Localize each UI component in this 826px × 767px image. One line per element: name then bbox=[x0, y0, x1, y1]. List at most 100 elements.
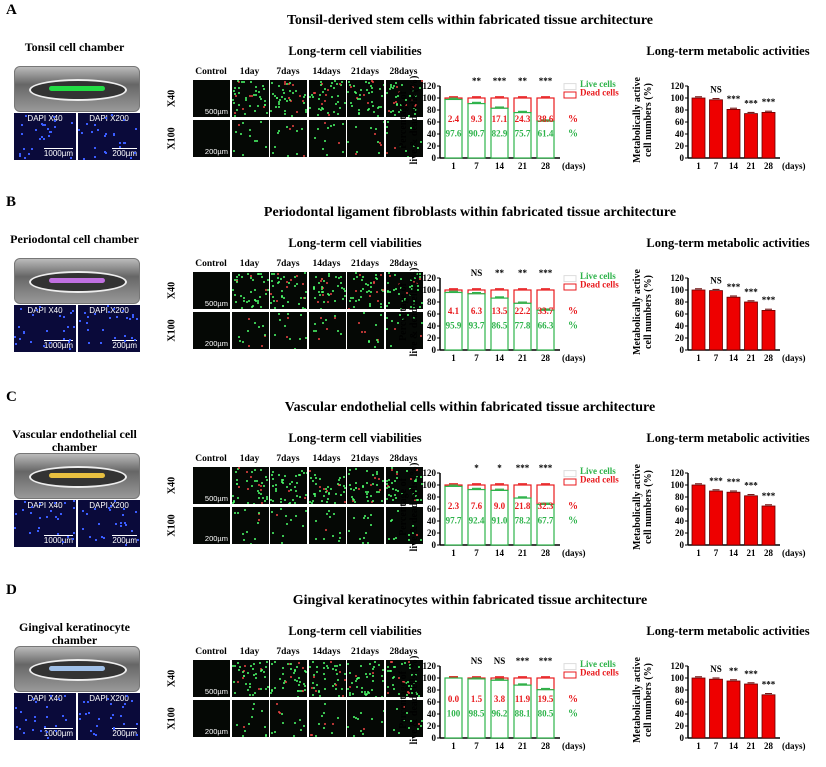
nucleus bbox=[128, 317, 131, 320]
cell-dot bbox=[389, 291, 392, 294]
dead-value-label: 22.2 bbox=[515, 306, 531, 316]
cell-dot bbox=[354, 289, 357, 292]
y-tick-label: 100 bbox=[423, 285, 437, 295]
cell-dot bbox=[382, 84, 384, 87]
cell-dot bbox=[272, 285, 275, 288]
cell-dot bbox=[343, 490, 345, 493]
cell-dot bbox=[335, 668, 337, 671]
cell-dot bbox=[302, 525, 305, 528]
cell-dot bbox=[407, 727, 410, 730]
cell-dot bbox=[328, 275, 331, 278]
x-tick-label: 28 bbox=[764, 353, 774, 363]
scale-bar: 1000µm bbox=[43, 340, 73, 350]
cell-dot bbox=[342, 695, 344, 697]
cell-dot bbox=[238, 335, 241, 338]
cell-dot bbox=[409, 666, 412, 669]
chamber-photo bbox=[14, 258, 140, 304]
cell-dot bbox=[274, 145, 277, 148]
cell-dot bbox=[398, 145, 401, 148]
cell-dot bbox=[421, 301, 423, 304]
nucleus bbox=[81, 509, 84, 512]
nucleus bbox=[125, 543, 128, 546]
cell-dot bbox=[298, 94, 301, 97]
y-tick-label: 80 bbox=[427, 492, 437, 502]
cell-dot bbox=[373, 476, 376, 479]
panel-letter: B bbox=[6, 194, 17, 210]
cell-dot bbox=[279, 501, 282, 504]
cell-dot bbox=[232, 99, 235, 102]
nucleus bbox=[54, 724, 57, 727]
cell-dot bbox=[285, 126, 288, 129]
cell-dot bbox=[323, 687, 326, 690]
y-tick-label: 80 bbox=[675, 297, 685, 307]
cell-dot bbox=[392, 684, 395, 687]
nucleus bbox=[97, 129, 100, 132]
cell-dot bbox=[261, 497, 264, 500]
cell-dot bbox=[398, 732, 401, 735]
metabolic-bar bbox=[744, 113, 758, 159]
cell-dot bbox=[376, 340, 379, 343]
cell-dot bbox=[354, 679, 357, 682]
cell-dot bbox=[395, 471, 398, 474]
x-tick-label: 28 bbox=[541, 161, 551, 171]
cell-dot bbox=[295, 274, 298, 277]
cell-dot bbox=[392, 687, 395, 690]
cell-dot bbox=[333, 80, 336, 83]
nucleus bbox=[54, 501, 56, 504]
nucleus bbox=[35, 128, 38, 131]
cell-dot bbox=[274, 660, 277, 663]
significance-label: *** bbox=[539, 268, 553, 278]
cell-dot bbox=[352, 278, 355, 281]
cell-dot bbox=[277, 277, 280, 280]
cell-dot bbox=[320, 277, 323, 280]
nucleus bbox=[62, 330, 65, 333]
cell-dot bbox=[246, 272, 249, 275]
nucleus bbox=[33, 716, 36, 719]
cell-dot bbox=[334, 682, 337, 685]
cell-dot bbox=[252, 663, 255, 666]
cell-dot bbox=[393, 665, 396, 668]
nucleus bbox=[23, 147, 26, 150]
y-axis-label: Metabolically active bbox=[632, 77, 643, 163]
micrograph bbox=[347, 660, 384, 697]
cell-dot bbox=[341, 687, 344, 690]
legend-dead: Dead cells bbox=[580, 668, 619, 678]
nucleus bbox=[132, 313, 135, 316]
cell-dot bbox=[304, 337, 307, 340]
dapi-label: DAPI X200 bbox=[89, 306, 129, 315]
live-bar bbox=[513, 302, 532, 351]
cell-dot bbox=[260, 275, 263, 278]
x-tick-label: 1 bbox=[696, 353, 701, 363]
cell-dot bbox=[364, 672, 367, 675]
cell-dot bbox=[331, 732, 334, 735]
cell-dot bbox=[261, 85, 264, 88]
cell-dot bbox=[323, 122, 326, 125]
cell-dot bbox=[386, 151, 389, 154]
metabolic-bar bbox=[691, 677, 706, 739]
cell-dot bbox=[367, 541, 370, 544]
cell-dot bbox=[243, 297, 246, 300]
cell-dot bbox=[396, 490, 399, 493]
micrograph bbox=[385, 272, 423, 309]
cell-dot bbox=[394, 496, 397, 499]
cell-dot bbox=[270, 292, 273, 295]
cell-dot bbox=[290, 480, 293, 483]
cell-dot bbox=[234, 131, 237, 134]
cell-dot bbox=[295, 475, 298, 478]
cell-dot bbox=[361, 690, 364, 693]
cell-dot bbox=[240, 275, 243, 278]
cell-dot bbox=[282, 534, 285, 537]
cell-dot bbox=[336, 716, 339, 719]
nucleus bbox=[21, 509, 24, 511]
cell-dot bbox=[236, 275, 239, 278]
cell-dot bbox=[321, 287, 324, 290]
cell-dot bbox=[355, 272, 358, 275]
cell-dot bbox=[408, 285, 411, 288]
nucleus bbox=[38, 502, 41, 505]
nucleus bbox=[79, 320, 82, 323]
cell-dot bbox=[282, 276, 285, 279]
cell-dot bbox=[343, 487, 346, 489]
significance-label: *** bbox=[744, 287, 758, 297]
cell-dot bbox=[404, 150, 407, 153]
cell-dot bbox=[382, 710, 384, 713]
